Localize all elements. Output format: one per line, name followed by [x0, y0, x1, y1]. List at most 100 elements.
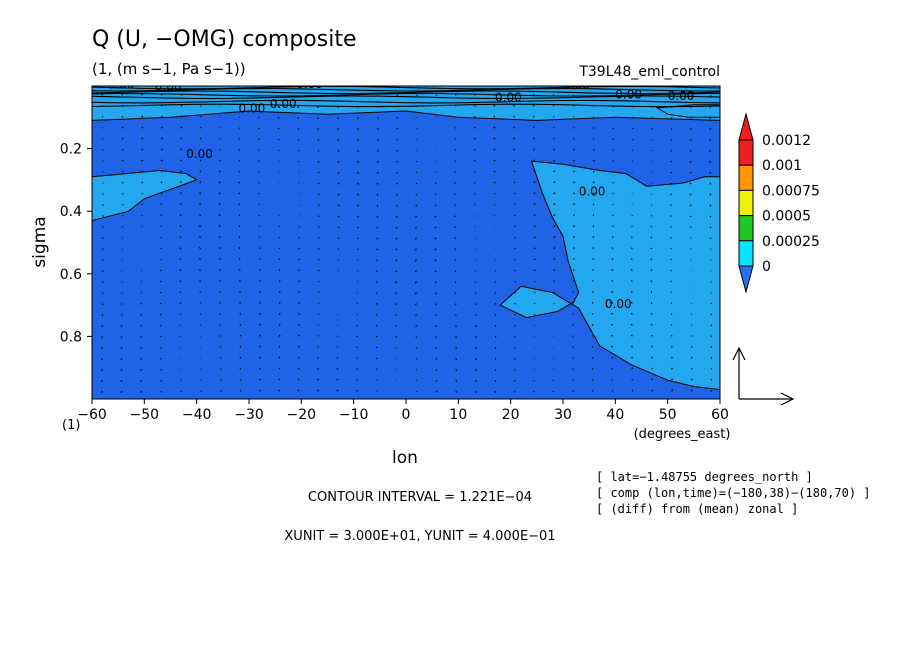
wind-vector	[297, 128, 300, 130]
wind-vector	[513, 137, 516, 140]
colorbar: 0 0.00025 0.0005 0.00075 0.001 0.0012	[738, 112, 820, 294]
wind-vector	[140, 379, 143, 382]
wind-vector	[219, 368, 222, 370]
wind-vector	[218, 159, 221, 162]
wind-vector	[239, 378, 242, 381]
wind-vector	[258, 192, 260, 195]
wind-vector	[533, 192, 536, 195]
wind-vector	[179, 203, 182, 206]
wind-vector	[493, 93, 496, 96]
wind-vector	[395, 314, 398, 316]
wind-vector	[218, 214, 221, 217]
wind-vector	[494, 203, 496, 206]
wind-vector	[259, 279, 261, 282]
wind-vector	[630, 247, 633, 250]
info-line: [ comp (lon,time)=(−180,38)−(180,70) ]	[596, 486, 871, 500]
wind-vector	[455, 379, 458, 382]
wind-vector	[278, 280, 281, 282]
wind-vector	[376, 270, 378, 273]
wind-vector	[160, 104, 163, 107]
wind-vector	[690, 389, 693, 392]
x-tick-label: −50	[130, 407, 160, 423]
wind-vector	[532, 104, 535, 107]
wind-vector	[514, 335, 516, 338]
wind-vector	[160, 357, 162, 360]
wind-vector	[239, 356, 242, 359]
wind-vector	[259, 367, 261, 370]
wind-vector	[651, 389, 654, 392]
wind-vector	[592, 192, 595, 195]
wind-vector	[592, 203, 595, 206]
x-axis-label: lon	[392, 448, 418, 468]
wind-vector	[533, 390, 535, 393]
wind-vector	[434, 226, 437, 229]
wind-vector	[337, 237, 340, 239]
wind-vector	[121, 126, 124, 129]
wind-vector	[141, 214, 143, 217]
wind-vector	[514, 324, 516, 327]
wind-vector	[611, 268, 614, 271]
wind-vector	[591, 290, 594, 293]
wind-vector	[356, 368, 358, 370]
wind-vector	[533, 258, 536, 261]
wind-vector	[121, 159, 124, 162]
wind-vector	[376, 138, 379, 141]
wind-vector	[396, 127, 399, 130]
wind-vector	[258, 269, 261, 271]
wind-vector	[612, 94, 615, 97]
wind-vector	[199, 302, 202, 304]
wind-vector	[435, 390, 438, 393]
wind-vector	[671, 378, 674, 381]
wind-vector	[102, 259, 104, 261]
wind-vector	[357, 215, 359, 218]
wind-vector	[573, 236, 575, 239]
wind-vector	[611, 279, 614, 282]
wind-vector	[611, 258, 614, 260]
wind-vector	[298, 258, 301, 261]
wind-vector	[533, 214, 536, 217]
wind-vector	[160, 258, 162, 261]
wind-vector	[357, 171, 360, 174]
colorbar-label: 0.0005	[762, 209, 811, 225]
wind-vector	[709, 106, 712, 108]
wind-vector	[591, 345, 594, 348]
wind-vector	[277, 105, 280, 108]
wind-vector	[709, 193, 712, 196]
wind-vector	[650, 269, 653, 272]
wind-vector	[473, 159, 476, 162]
wind-vector	[278, 334, 281, 337]
wind-vector	[572, 335, 574, 337]
wind-vector	[375, 324, 378, 327]
wind-vector	[415, 336, 418, 338]
wind-vector	[710, 368, 713, 370]
contour-labels: 0.00 0.00 0.00 0.00 0.00 0.00 0.00 0.00 0.00 0.00…	[108, 78, 695, 311]
wind-vector	[277, 127, 280, 130]
wind-vector	[375, 292, 378, 294]
wind-vector	[416, 390, 418, 393]
wind-vector	[710, 346, 713, 348]
wind-vector	[356, 292, 358, 294]
contour-label: 0.00	[563, 78, 590, 92]
wind-vector	[494, 347, 497, 349]
info-line: [ (diff) from (mean) zonal ]	[596, 502, 798, 516]
vector-units: XUNIT = 3.000E+01, YUNIT = 4.000E−01	[284, 529, 555, 544]
wind-vector	[239, 312, 242, 315]
contour-line	[92, 95, 720, 100]
wind-vector	[395, 325, 398, 327]
wind-vector	[102, 149, 104, 151]
wind-vector	[396, 149, 399, 152]
x-axis-units: (degrees_east)	[634, 427, 731, 442]
y-axis-label: sigma	[30, 216, 50, 267]
wind-vector	[414, 248, 417, 251]
wind-vector	[474, 292, 477, 294]
wind-vector	[592, 214, 595, 217]
wind-vector	[356, 379, 358, 381]
wind-vector	[102, 270, 104, 273]
wind-vector	[591, 323, 594, 326]
wind-vector	[396, 105, 399, 108]
wind-vector	[395, 237, 398, 240]
wind-vector	[434, 215, 437, 218]
wind-vector	[395, 281, 398, 284]
wind-vector	[592, 181, 595, 184]
wind-vector	[258, 182, 260, 184]
